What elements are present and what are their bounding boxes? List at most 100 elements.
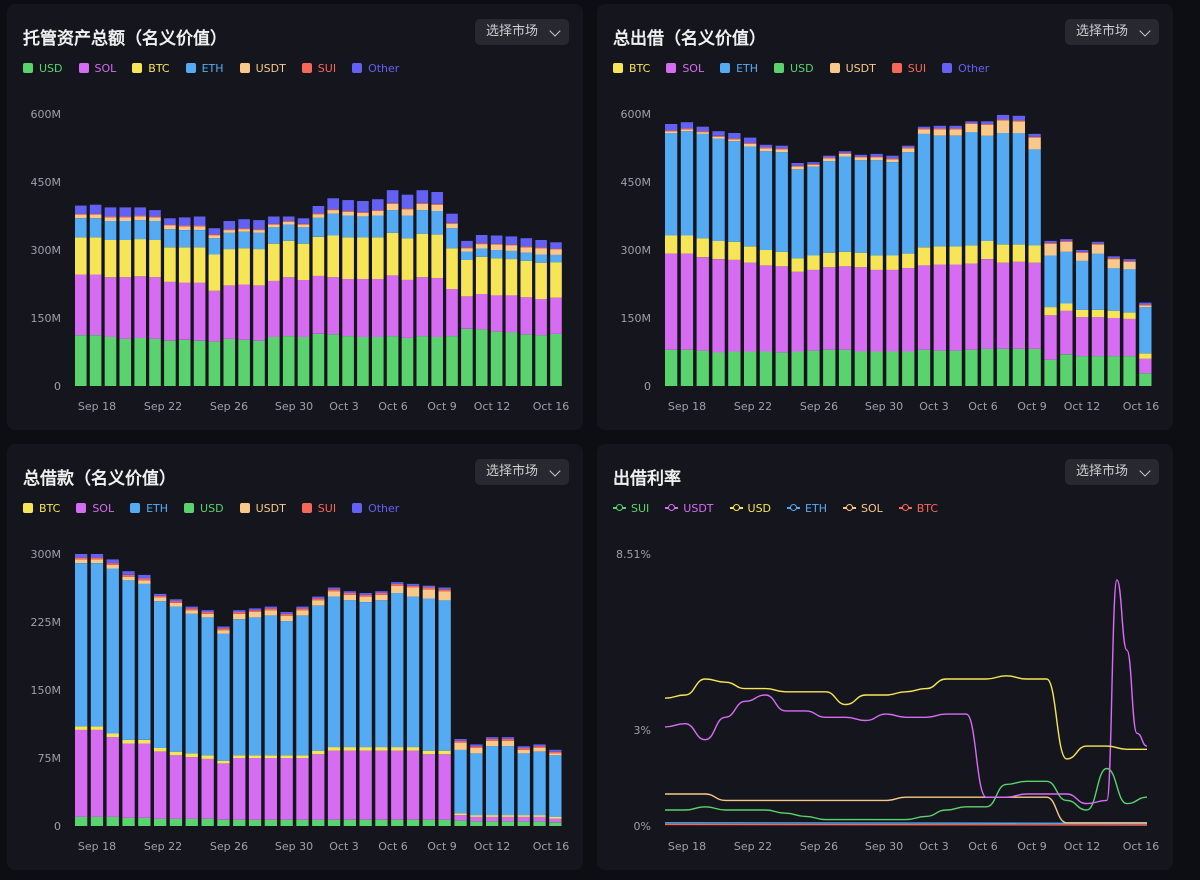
bar-segment-usdt[interactable]: [359, 596, 372, 602]
bar-segment-btc[interactable]: [406, 747, 420, 751]
legend-item-sol[interactable]: SOL: [666, 61, 704, 75]
bar-segment-other[interactable]: [981, 121, 994, 124]
bar-segment-other[interactable]: [406, 583, 420, 586]
bar-segment-other[interactable]: [870, 153, 883, 157]
bar-segment-other[interactable]: [490, 235, 503, 244]
bar-segment-eth[interactable]: [1091, 253, 1105, 310]
bar-segment-usdt[interactable]: [122, 576, 135, 581]
bar-segment-usdt[interactable]: [475, 244, 488, 249]
bar-segment-sol[interactable]: [178, 282, 191, 340]
bar-segment-sol[interactable]: [533, 816, 546, 822]
bar-segment-sol[interactable]: [712, 259, 725, 353]
bar-segment-usdt[interactable]: [759, 148, 773, 152]
bar-segment-btc[interactable]: [917, 247, 931, 266]
bar-segment-eth[interactable]: [253, 232, 265, 250]
bar-segment-usdt[interactable]: [535, 248, 547, 255]
bar-segment-usdt[interactable]: [406, 587, 420, 597]
bar-segment-other[interactable]: [134, 207, 146, 216]
bar-segment-eth[interactable]: [343, 600, 356, 748]
bar-segment-btc[interactable]: [169, 751, 183, 756]
legend-item-btc[interactable]: BTC: [898, 501, 938, 515]
line-series-sol[interactable]: [665, 793, 1147, 824]
bar-segment-eth[interactable]: [1107, 268, 1120, 311]
bar-segment-usd[interactable]: [401, 337, 414, 386]
bar-segment-sui[interactable]: [902, 147, 915, 149]
bar-segment-other[interactable]: [996, 114, 1010, 120]
bar-segment-btc[interactable]: [505, 259, 518, 296]
bar-segment-usdt[interactable]: [728, 139, 741, 142]
bar-segment-usd[interactable]: [223, 338, 236, 386]
bar-segment-eth[interactable]: [280, 621, 293, 756]
bar-segment-usdt[interactable]: [75, 214, 87, 219]
bar-segment-sui[interactable]: [406, 585, 420, 588]
bar-segment-btc[interactable]: [902, 253, 915, 269]
bar-segment-usdt[interactable]: [185, 610, 198, 614]
bar-segment-other[interactable]: [372, 199, 384, 211]
bar-segment-other[interactable]: [807, 162, 820, 164]
bar-segment-usdt[interactable]: [164, 225, 176, 230]
bar-segment-sol[interactable]: [106, 737, 119, 817]
legend-item-btc[interactable]: BTC: [613, 61, 650, 75]
bar-segment-other[interactable]: [1123, 259, 1136, 261]
bar-segment-sol[interactable]: [759, 265, 773, 352]
bar-segment-usdt[interactable]: [264, 610, 277, 616]
bar-segment-usdt[interactable]: [386, 203, 399, 211]
bar-segment-btc[interactable]: [838, 251, 852, 267]
bar-segment-sol[interactable]: [217, 763, 230, 820]
bar-segment-sol[interactable]: [933, 264, 946, 351]
bar-segment-sui[interactable]: [357, 211, 369, 213]
bar-segment-sui[interactable]: [372, 210, 384, 211]
bar-segment-usd[interactable]: [454, 820, 467, 826]
bar-segment-btc[interactable]: [223, 249, 236, 286]
bar-segment-sol[interactable]: [89, 274, 102, 336]
bar-segment-btc[interactable]: [375, 747, 388, 751]
bar-segment-eth[interactable]: [90, 563, 104, 727]
bar-segment-sui[interactable]: [327, 209, 339, 211]
bar-segment-usd[interactable]: [406, 819, 420, 826]
bar-segment-btc[interactable]: [870, 255, 883, 270]
bar-segment-sui[interactable]: [807, 163, 820, 165]
bar-segment-eth[interactable]: [996, 133, 1010, 245]
bar-segment-usd[interactable]: [549, 822, 562, 826]
bar-segment-eth[interactable]: [106, 568, 119, 734]
bar-segment-usdt[interactable]: [981, 124, 994, 136]
bar-segment-other[interactable]: [223, 221, 236, 230]
bar-segment-usdt[interactable]: [422, 589, 435, 599]
bar-segment-usdt[interactable]: [208, 235, 221, 239]
bar-segment-btc[interactable]: [996, 244, 1010, 263]
bar-segment-sui[interactable]: [296, 608, 309, 611]
bar-segment-usd[interactable]: [75, 816, 88, 826]
bar-segment-usdt[interactable]: [550, 249, 562, 255]
bar-segment-sol[interactable]: [248, 758, 262, 820]
bar-segment-usdt[interactable]: [201, 613, 214, 618]
bar-segment-other[interactable]: [208, 228, 221, 235]
bar-segment-eth[interactable]: [268, 227, 280, 244]
bar-segment-sui[interactable]: [193, 225, 206, 227]
bar-segment-sol[interactable]: [359, 750, 372, 820]
bar-segment-sol[interactable]: [870, 269, 883, 352]
bar-segment-sui[interactable]: [106, 563, 119, 565]
bar-segment-sui[interactable]: [185, 608, 198, 611]
bar-segment-eth[interactable]: [965, 132, 978, 246]
bar-segment-other[interactable]: [1107, 256, 1120, 259]
bar-segment-usdt[interactable]: [454, 742, 467, 750]
bar-segment-sui[interactable]: [169, 601, 183, 603]
bar-segment-sol[interactable]: [201, 758, 214, 819]
bar-segment-sol[interactable]: [312, 754, 325, 820]
bar-segment-eth[interactable]: [454, 749, 467, 814]
bar-segment-sui[interactable]: [470, 746, 483, 748]
legend-item-eth[interactable]: ETH: [720, 61, 758, 75]
bar-segment-usd[interactable]: [712, 352, 725, 387]
bar-segment-btc[interactable]: [90, 726, 104, 730]
bar-segment-sui[interactable]: [712, 135, 725, 137]
bar-segment-usdt[interactable]: [223, 230, 236, 233]
bar-segment-other[interactable]: [838, 151, 852, 153]
bar-segment-other[interactable]: [327, 198, 339, 210]
bar-segment-eth[interactable]: [1139, 307, 1152, 354]
bar-segment-usd[interactable]: [870, 351, 883, 387]
bar-segment-other[interactable]: [665, 124, 678, 131]
bar-segment-btc[interactable]: [217, 760, 230, 764]
bar-segment-sol[interactable]: [401, 279, 414, 338]
bar-segment-sui[interactable]: [486, 739, 499, 741]
bar-segment-sol[interactable]: [744, 262, 757, 352]
